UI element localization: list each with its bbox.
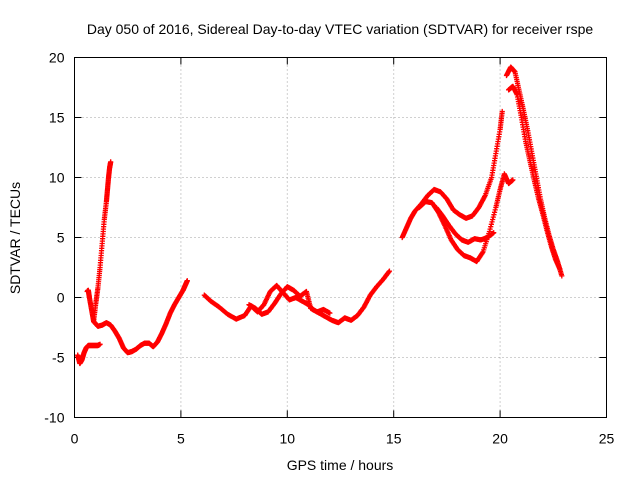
x-tick-label: 15 [386, 431, 402, 447]
x-tick-label: 25 [599, 431, 615, 447]
series-segment-1-dip [75, 341, 103, 367]
y-tick-label: 10 [49, 170, 65, 186]
series-segment-3-peak-2 [506, 83, 563, 272]
chart-title: Day 050 of 2016, Sidereal Day-to-day VTE… [87, 21, 593, 37]
series-segment-3-upper [399, 108, 505, 241]
series-segment-3-mid [433, 204, 497, 245]
series-segment-2-overlap [246, 284, 333, 317]
y-tick-label: -10 [44, 410, 64, 426]
x-axis-title: GPS time / hours [287, 457, 394, 473]
x-tick-label: 10 [280, 431, 296, 447]
series-segment-2 [201, 268, 393, 326]
series-segment-1-main [91, 278, 190, 356]
data-point [559, 273, 565, 279]
y-axis-tick-labels: -10 -5 0 5 10 15 20 [44, 50, 64, 426]
y-tick-label: 15 [49, 110, 65, 126]
data-point [491, 230, 497, 236]
series-segment-1-spike [84, 159, 114, 325]
data-point [108, 159, 114, 165]
data-point [510, 177, 516, 183]
series-segment-3-peak [503, 64, 565, 279]
data-point [184, 278, 190, 284]
grid [74, 57, 607, 418]
x-tick-label: 0 [71, 431, 79, 447]
data-point [97, 341, 103, 347]
y-tick-label: 20 [49, 50, 65, 66]
data-point [557, 266, 563, 272]
plot-frame [74, 57, 607, 418]
x-tick-label: 5 [177, 431, 185, 447]
data-point [499, 108, 505, 115]
data-point [327, 310, 333, 316]
x-axis-tick-labels: 0 5 10 15 20 25 [71, 431, 615, 447]
y-tick-label: 5 [57, 230, 65, 246]
y-tick-label: 0 [57, 290, 65, 306]
y-tick-label: -5 [52, 350, 65, 366]
data-points [75, 64, 565, 367]
x-tick-label: 20 [492, 431, 508, 447]
data-point [386, 268, 393, 274]
y-axis-title: SDTVAR / TECUs [7, 182, 23, 294]
